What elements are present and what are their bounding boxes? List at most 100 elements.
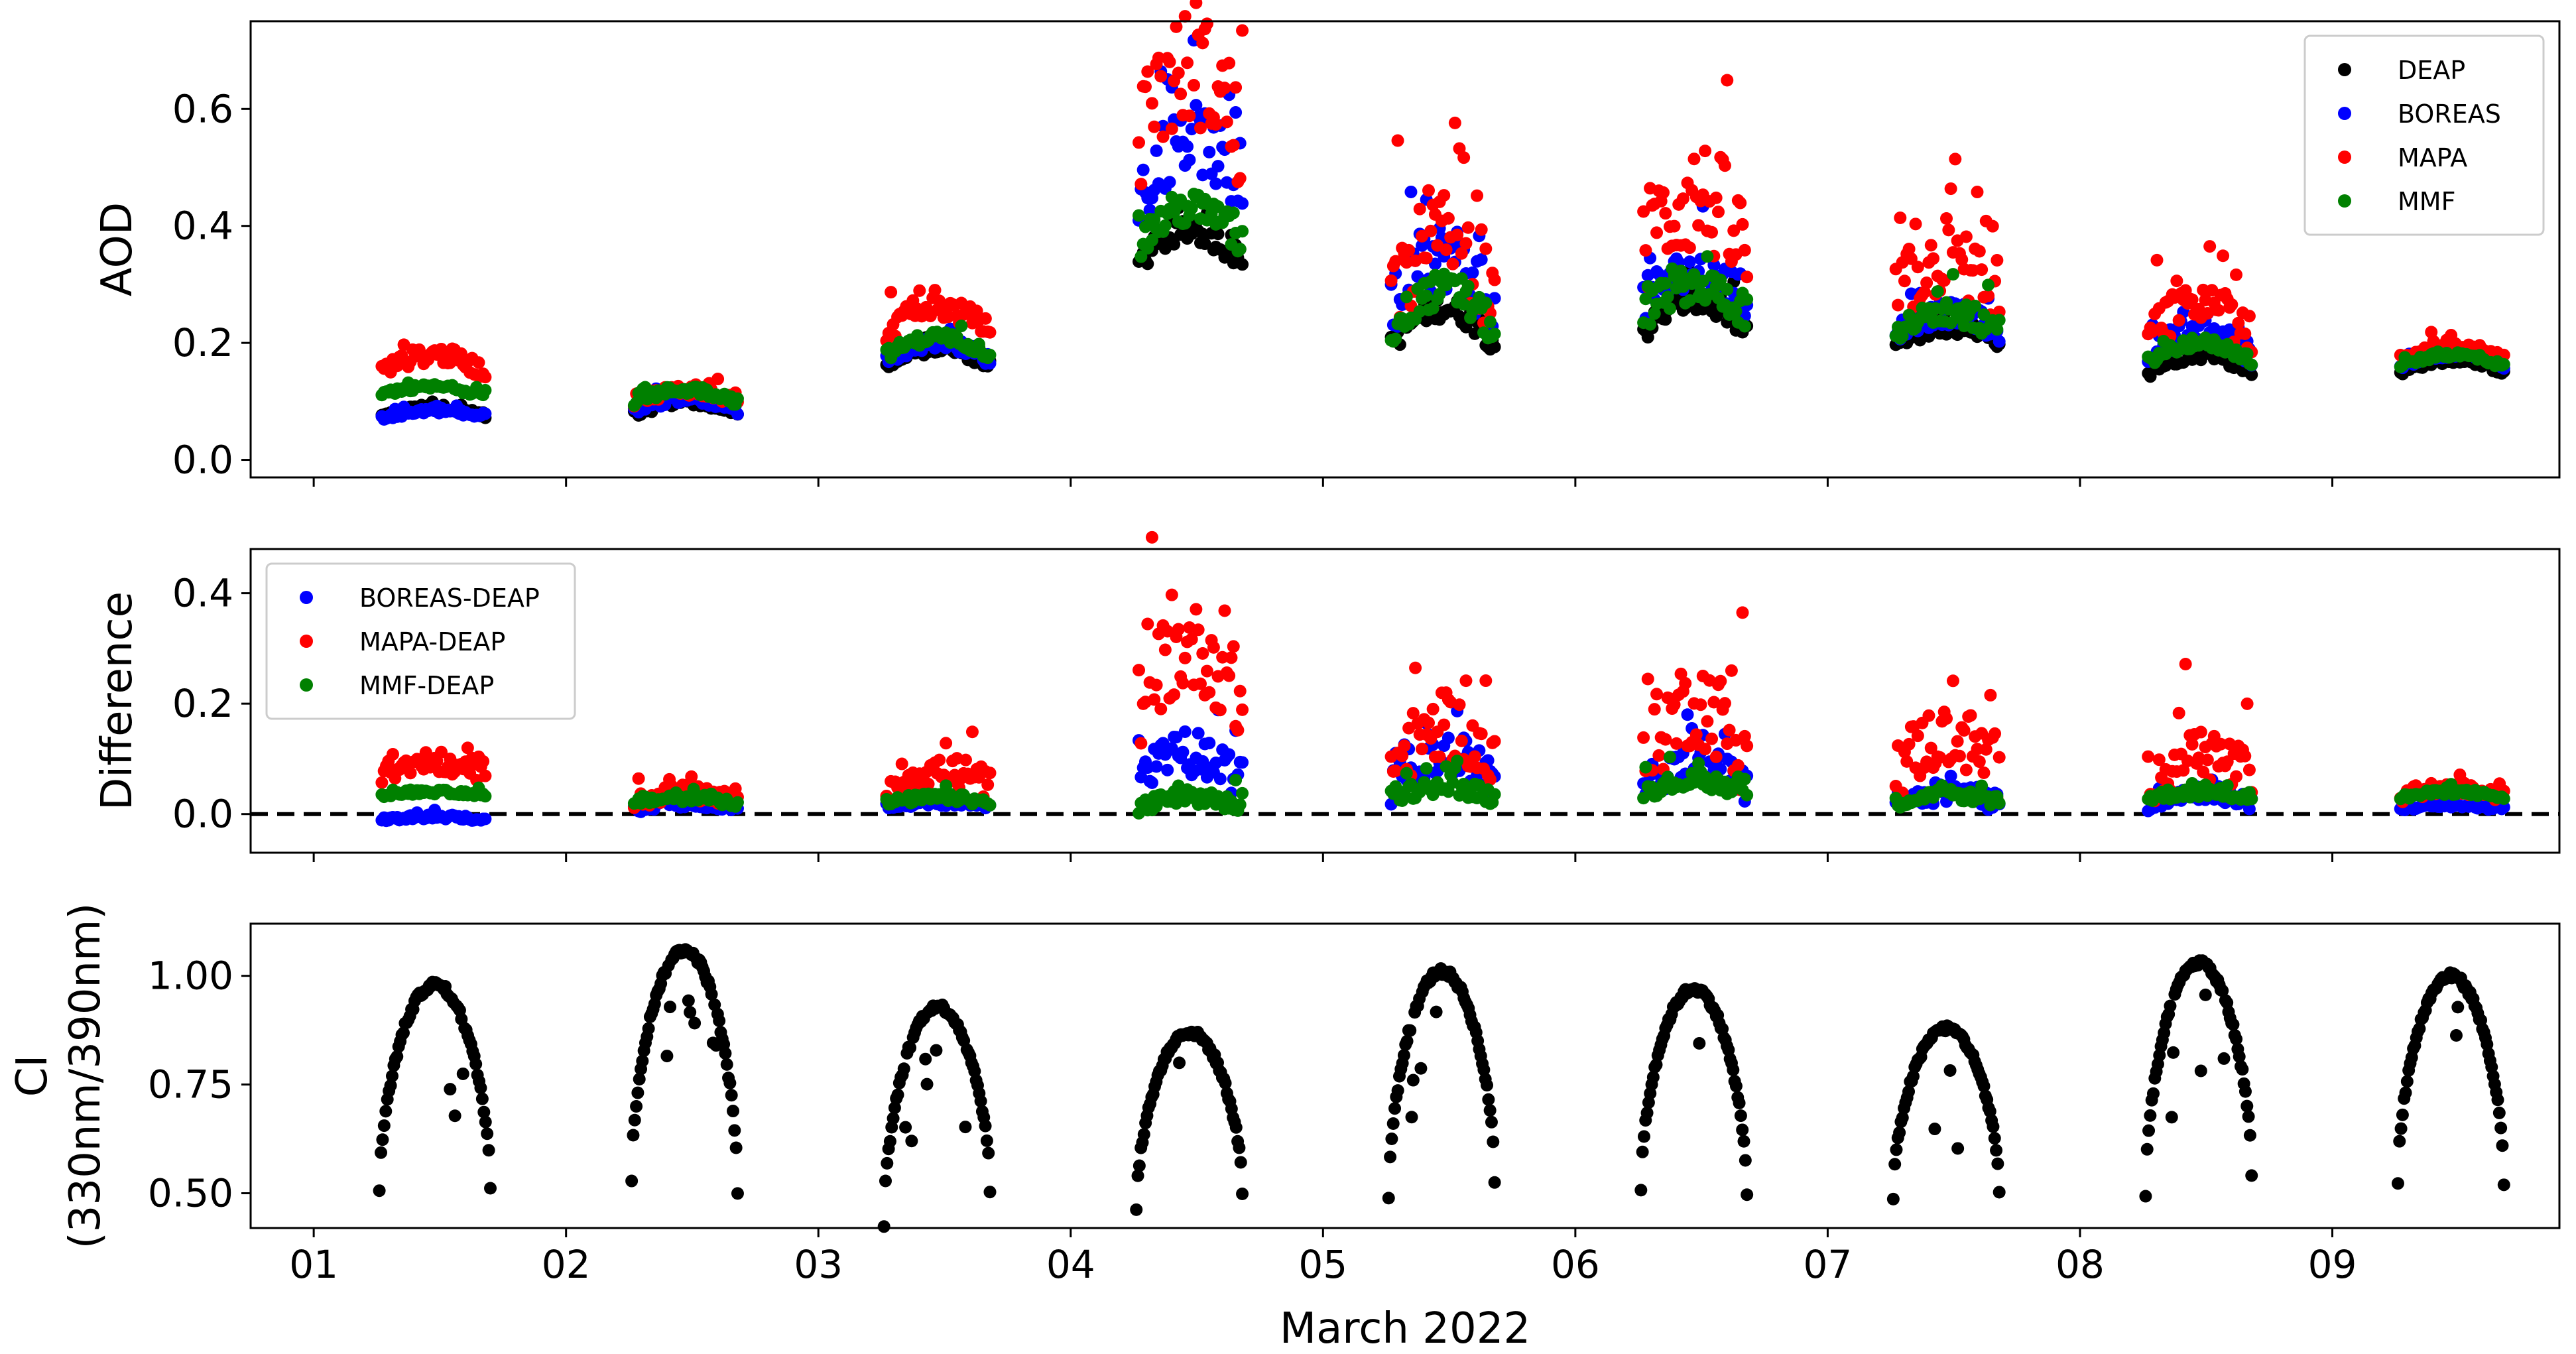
point-mmf bbox=[1993, 314, 2006, 327]
point-mapa bbox=[2225, 298, 2239, 311]
point-mapa-deap bbox=[2201, 753, 2214, 767]
point-mapa-deap bbox=[1168, 688, 1181, 702]
point-mapa-deap bbox=[1953, 749, 1966, 763]
point-mapa-deap bbox=[1674, 667, 1687, 680]
point-mmf-deap bbox=[2497, 792, 2510, 806]
point-mapa bbox=[1145, 97, 1158, 110]
point-boreas-deap bbox=[1213, 772, 1227, 786]
point-mapa-deap bbox=[404, 767, 417, 780]
ci-point bbox=[725, 1089, 738, 1102]
point-boreas-deap bbox=[479, 812, 492, 826]
point-boreas bbox=[1203, 145, 1216, 158]
point-mapa-deap bbox=[1133, 664, 1146, 677]
point-mapa-deap bbox=[1670, 737, 1683, 750]
point-mmf bbox=[1461, 280, 1475, 293]
point-mapa-deap bbox=[2229, 770, 2242, 783]
point-mapa-deap bbox=[2240, 697, 2254, 710]
point-mapa-deap bbox=[940, 737, 953, 750]
point-mapa-deap bbox=[1902, 737, 1916, 751]
ci-point bbox=[397, 1026, 410, 1040]
legend-label-mapa: MAPA bbox=[2398, 143, 2467, 172]
ci-point bbox=[2240, 1099, 2254, 1113]
ci-point bbox=[376, 1133, 389, 1146]
point-mapa bbox=[1172, 66, 1185, 80]
point-mmf bbox=[983, 348, 997, 361]
point-boreas bbox=[1404, 185, 1418, 198]
point-mmf bbox=[1648, 307, 1661, 320]
point-mapa-deap bbox=[2242, 763, 2256, 776]
point-mapa bbox=[1227, 139, 1240, 152]
point-mapa bbox=[1461, 221, 1475, 234]
point-mapa-deap bbox=[1433, 750, 1446, 763]
point-mapa-deap bbox=[1165, 588, 1178, 601]
ci-point bbox=[1729, 1079, 1743, 1093]
ci-point bbox=[682, 994, 695, 1007]
point-boreas bbox=[1707, 259, 1721, 272]
ci-point bbox=[377, 1119, 391, 1133]
point-mmf-deap bbox=[1420, 762, 1433, 775]
point-mapa-deap bbox=[1723, 723, 1736, 737]
point-mapa bbox=[2203, 240, 2217, 253]
point-mmf-deap bbox=[479, 790, 492, 803]
point-mapa-deap bbox=[1213, 704, 1227, 717]
point-mapa bbox=[1174, 88, 1188, 101]
point-mmf bbox=[1227, 206, 1240, 219]
point-mmf bbox=[1659, 277, 1672, 290]
point-mapa-deap bbox=[1718, 697, 1731, 710]
point-mapa bbox=[1165, 122, 1178, 135]
point-mapa bbox=[1909, 217, 1922, 231]
legend-marker-mapa bbox=[2338, 151, 2351, 164]
point-mapa bbox=[1741, 271, 1754, 284]
point-mmf-deap bbox=[2245, 792, 2258, 806]
point-mapa bbox=[1955, 253, 1969, 267]
legend-label-mmf-deap: MMF-DEAP bbox=[359, 671, 494, 700]
point-mapa-deap bbox=[435, 745, 448, 759]
ci-point bbox=[727, 1105, 740, 1118]
plot-frame bbox=[249, 922, 2561, 1229]
point-mapa bbox=[1727, 224, 1741, 237]
point-mmf bbox=[1946, 268, 1959, 281]
point-mapa-deap bbox=[1416, 743, 1429, 756]
point-mapa-deap bbox=[1141, 617, 1154, 631]
point-mapa-deap bbox=[1422, 716, 1436, 729]
point-mapa-deap bbox=[632, 772, 645, 785]
ci-point bbox=[1990, 1144, 2003, 1157]
ci-point bbox=[1397, 1049, 1410, 1062]
point-mmf bbox=[1185, 202, 1198, 215]
point-mapa-deap bbox=[1973, 755, 1986, 769]
ci-point bbox=[448, 1109, 461, 1123]
ci-point bbox=[627, 1129, 640, 1142]
point-mapa bbox=[2239, 327, 2252, 340]
ci-point bbox=[2396, 1108, 2409, 1121]
point-mapa bbox=[1448, 116, 1461, 129]
point-mmf-deap bbox=[1488, 788, 1501, 801]
ci-point bbox=[1906, 1070, 1920, 1083]
point-mapa bbox=[2170, 275, 2183, 288]
point-mmf bbox=[2497, 357, 2510, 371]
ci-point bbox=[2391, 1177, 2404, 1190]
point-boreas-deap bbox=[1236, 756, 1249, 769]
point-mapa-deap bbox=[2142, 750, 2155, 763]
point-mmf-deap bbox=[1663, 751, 1676, 764]
ci-point bbox=[2399, 1086, 2412, 1099]
point-mapa bbox=[1389, 255, 1402, 268]
ci-point bbox=[2449, 1028, 2463, 1042]
ci-point bbox=[1739, 1154, 1752, 1167]
point-mapa bbox=[1734, 196, 1747, 210]
ci-point bbox=[2194, 1064, 2207, 1077]
point-mapa bbox=[1194, 121, 1207, 135]
point-mapa-deap bbox=[1993, 751, 2006, 764]
point-mapa-deap bbox=[1959, 763, 1973, 776]
point-mapa bbox=[2242, 310, 2256, 323]
ci-point bbox=[1414, 1062, 1428, 1075]
ci-point bbox=[1485, 1115, 1498, 1129]
point-mmf bbox=[2245, 358, 2258, 371]
point-mapa bbox=[2212, 304, 2225, 317]
y-tick-label: 0.0 bbox=[172, 438, 233, 483]
ci-point bbox=[456, 1067, 469, 1080]
point-mapa-deap bbox=[1459, 674, 1473, 688]
point-mapa-deap bbox=[1648, 703, 1661, 716]
ci-point bbox=[1988, 1132, 2001, 1145]
point-mapa-deap bbox=[1964, 709, 1977, 722]
point-mapa-deap bbox=[1455, 734, 1468, 747]
